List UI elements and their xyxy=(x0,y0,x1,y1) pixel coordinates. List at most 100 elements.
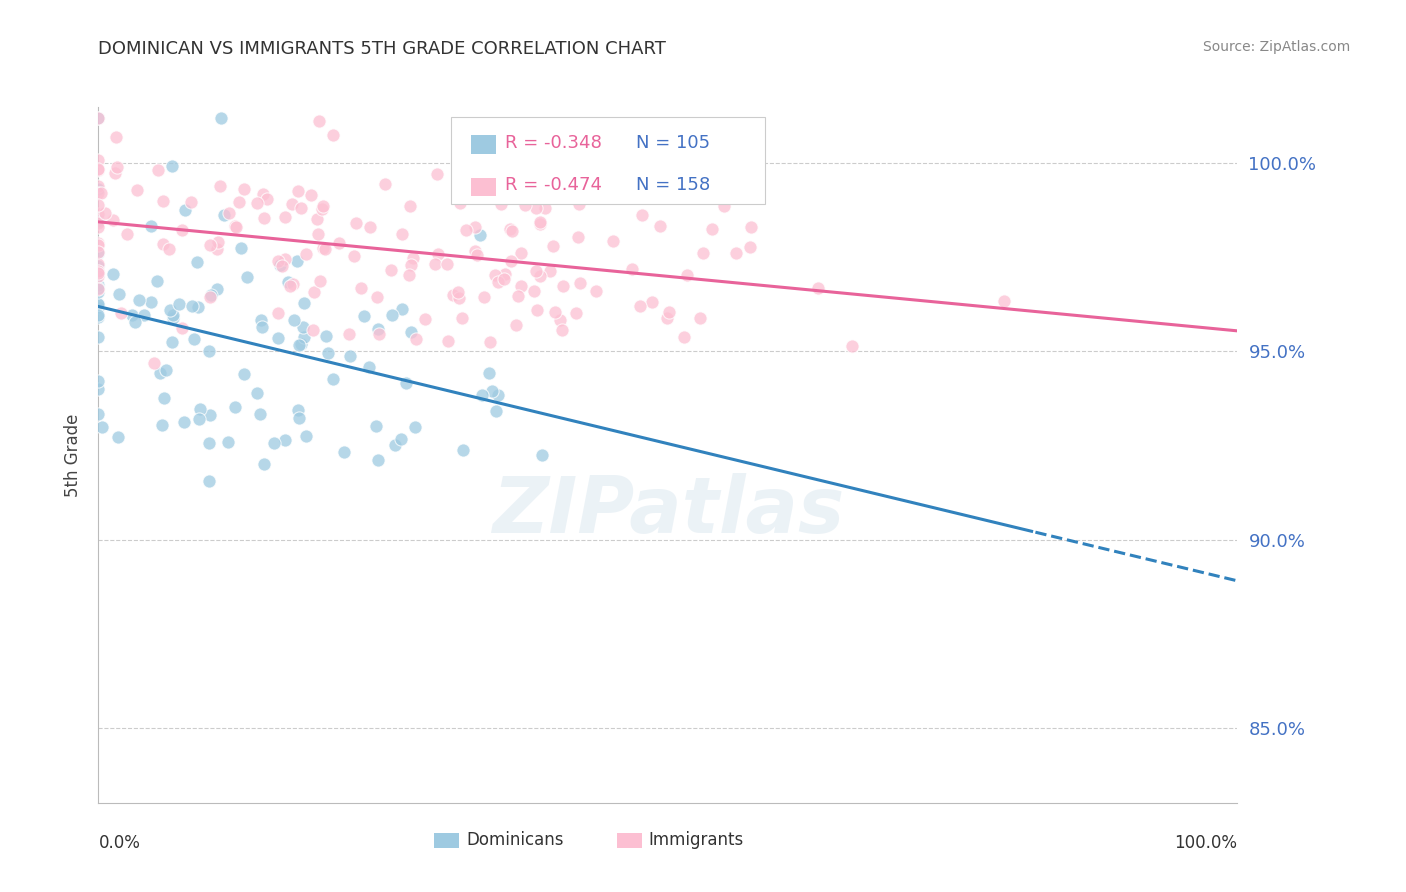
Point xyxy=(218,206,240,220)
Point xyxy=(246,386,269,401)
Point xyxy=(713,199,735,213)
Point xyxy=(628,299,651,313)
Point xyxy=(501,224,523,238)
Point xyxy=(224,400,246,414)
Point xyxy=(180,194,202,209)
Point xyxy=(471,388,494,402)
Point xyxy=(87,407,110,421)
Point xyxy=(676,268,699,282)
Point xyxy=(188,401,211,416)
Point xyxy=(90,186,112,200)
Point xyxy=(470,228,492,243)
Point xyxy=(551,279,574,293)
Point xyxy=(128,293,150,308)
FancyBboxPatch shape xyxy=(617,833,641,848)
Point xyxy=(187,412,209,426)
Point xyxy=(124,315,146,329)
Point xyxy=(274,434,297,448)
Point xyxy=(104,166,127,180)
Point xyxy=(501,254,523,268)
Point xyxy=(87,374,110,388)
Point xyxy=(498,222,520,236)
Point xyxy=(173,415,195,429)
Point xyxy=(312,241,335,255)
Point xyxy=(267,331,290,345)
Point xyxy=(413,311,436,326)
Point xyxy=(87,382,110,396)
Point xyxy=(472,290,495,304)
Point xyxy=(236,270,259,285)
Point xyxy=(270,259,292,273)
Point xyxy=(374,177,396,191)
Point xyxy=(350,280,373,294)
Point xyxy=(292,330,315,344)
Point xyxy=(186,254,208,268)
Point xyxy=(87,296,110,310)
Point xyxy=(87,268,110,283)
Point xyxy=(384,437,406,451)
Point xyxy=(205,242,228,256)
Point xyxy=(274,210,297,224)
Point xyxy=(198,474,221,488)
Point xyxy=(207,235,229,249)
Point xyxy=(121,308,143,322)
Point xyxy=(305,212,328,227)
Point xyxy=(250,313,273,327)
Point xyxy=(87,260,110,274)
Point xyxy=(292,320,315,334)
Point xyxy=(105,160,128,174)
Point xyxy=(538,264,561,278)
Point xyxy=(263,436,285,450)
Point xyxy=(381,308,404,322)
Point xyxy=(198,238,221,252)
Point xyxy=(380,263,402,277)
Text: R = -0.348: R = -0.348 xyxy=(505,134,602,152)
Point xyxy=(510,245,533,260)
Point xyxy=(267,253,290,268)
Point xyxy=(146,274,169,288)
Point xyxy=(246,195,269,210)
Point xyxy=(110,306,132,320)
Point xyxy=(87,296,110,310)
Point xyxy=(209,112,232,126)
Point xyxy=(568,197,591,211)
Point xyxy=(200,409,222,423)
Point xyxy=(290,201,312,215)
Point xyxy=(464,244,486,259)
Point xyxy=(299,187,322,202)
Point xyxy=(217,434,239,449)
Point xyxy=(603,164,626,178)
Point xyxy=(391,302,413,317)
Point xyxy=(343,249,366,263)
Point xyxy=(339,349,361,363)
Point xyxy=(87,161,110,176)
Point xyxy=(153,391,176,405)
Point xyxy=(90,419,112,434)
Point xyxy=(308,275,330,289)
Point xyxy=(398,268,420,283)
Point xyxy=(529,268,551,283)
Text: N = 158: N = 158 xyxy=(636,177,710,194)
Point xyxy=(256,192,278,206)
Text: Immigrants: Immigrants xyxy=(648,831,744,849)
Point xyxy=(101,212,124,227)
Point xyxy=(486,387,509,401)
Point xyxy=(87,281,110,295)
Point xyxy=(585,284,607,298)
Point xyxy=(139,295,162,310)
Point xyxy=(93,206,115,220)
Point xyxy=(655,310,678,325)
Point xyxy=(993,294,1015,309)
Point xyxy=(447,285,470,299)
Point xyxy=(160,159,183,173)
FancyBboxPatch shape xyxy=(451,118,765,204)
Point xyxy=(87,186,110,200)
Point xyxy=(87,178,110,193)
Point xyxy=(364,418,387,433)
Point xyxy=(252,187,274,202)
Point xyxy=(288,411,311,425)
Point xyxy=(200,288,222,302)
Point xyxy=(87,163,110,178)
Point xyxy=(658,305,681,319)
Point xyxy=(160,334,183,349)
